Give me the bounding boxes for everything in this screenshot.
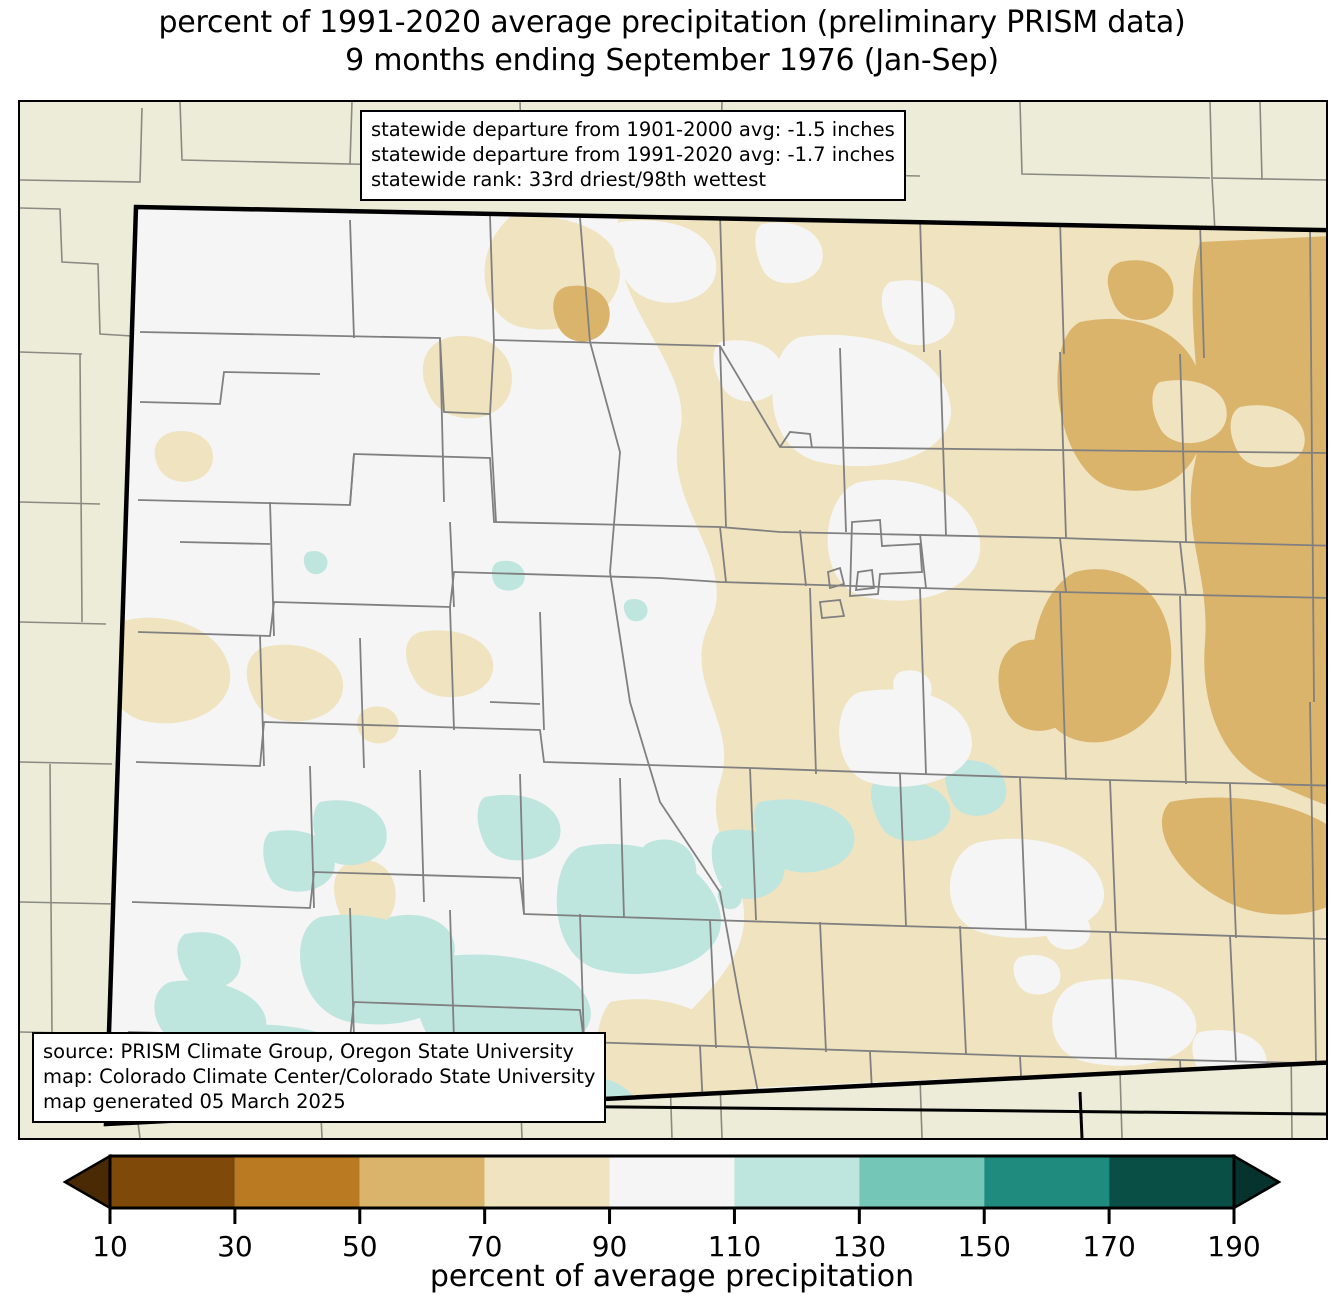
colorbar-over-arrow [1232, 1153, 1282, 1211]
colorbar-band-0 [110, 1156, 235, 1208]
colorbar-tick-label: 50 [342, 1230, 378, 1263]
colorbar-band-8 [1109, 1156, 1234, 1208]
colorbar-band-6 [859, 1156, 985, 1208]
colorbar-tick-label: 190 [1207, 1230, 1260, 1263]
source-line-2: map: Colorado Climate Center/Colorado St… [43, 1065, 596, 1088]
colorbar-bands [62, 1153, 1282, 1211]
stats-line-2: statewide departure from 1991-2020 avg: … [371, 143, 895, 166]
statistics-box: statewide departure from 1901-2000 avg: … [360, 110, 906, 201]
title-line-2: 9 months ending September 1976 (Jan-Sep) [345, 43, 999, 78]
colorbar-band-5 [734, 1156, 860, 1208]
stats-line-1: statewide departure from 1901-2000 avg: … [371, 118, 895, 141]
colorado-precip-map [20, 102, 1326, 1138]
colorbar-tick-labels: 10 30 50 70 90 110 130 150 170 190 [92, 1230, 1261, 1263]
map-panel: statewide departure from 1901-2000 avg: … [18, 100, 1328, 1140]
colorbar-panel: 10 30 50 70 90 110 130 150 170 190 percent of ave… [0, 1146, 1344, 1299]
colorbar-tick-label: 30 [217, 1230, 253, 1263]
colorbar-outline [108, 1154, 1236, 1210]
colorbar-tick-label: 130 [833, 1230, 886, 1263]
title-line-1: percent of 1991-2020 average precipitati… [158, 5, 1186, 40]
colorbar-tick-label: 10 [92, 1230, 128, 1263]
colorbar-band-7 [984, 1156, 1110, 1208]
colorbar-tick-label: 110 [708, 1230, 761, 1263]
colorbar-axis-label: percent of average precipitation [430, 1259, 914, 1294]
colorbar-band-4 [609, 1156, 735, 1208]
colorbar-under-arrow [62, 1153, 112, 1211]
colorbar-band-2 [359, 1156, 485, 1208]
page-title: percent of 1991-2020 average precipitati… [0, 4, 1344, 80]
precip-fill-layer [106, 207, 1326, 1124]
source-credit-box: source: PRISM Climate Group, Oregon Stat… [32, 1032, 607, 1123]
colorbar-tick-label: 150 [957, 1230, 1010, 1263]
colorbar-svg: 10 30 50 70 90 110 130 150 170 190 percent of ave… [62, 1153, 1282, 1294]
colorado-state-outline [103, 204, 1326, 1127]
source-line-3: map generated 05 March 2025 [43, 1090, 346, 1113]
colorbar-band-3 [484, 1156, 610, 1208]
source-line-1: source: PRISM Climate Group, Oregon Stat… [43, 1040, 574, 1063]
stats-line-3: statewide rank: 33rd driest/98th wettest [371, 168, 767, 191]
colorbar-tick-label: 170 [1082, 1230, 1135, 1263]
colorbar-tick-label: 70 [467, 1230, 503, 1263]
colorbar-ticks [108, 1208, 1236, 1224]
colorbar-tick-label: 90 [592, 1230, 628, 1263]
colorbar-band-1 [234, 1156, 360, 1208]
